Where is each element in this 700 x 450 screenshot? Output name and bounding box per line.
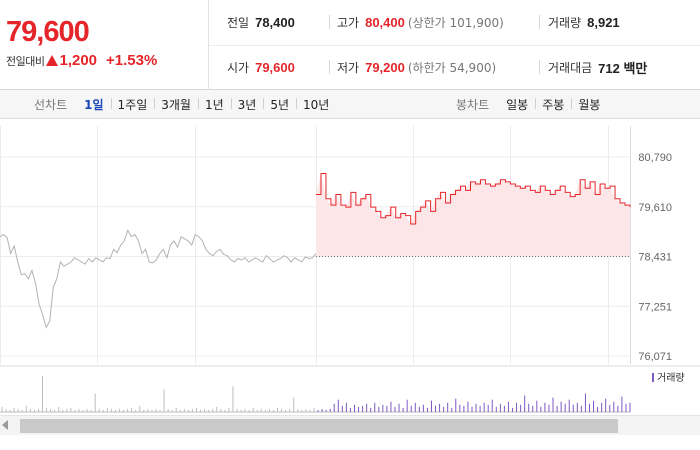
stats-row-divider [209,45,700,46]
divider [329,15,330,29]
candle-chart-label: 봉차트 [456,98,490,112]
stat-label: 시가 [227,60,250,75]
scroll-thumb[interactable] [20,419,618,433]
change-value: 1,200 [59,52,98,69]
period-5y[interactable]: 5년 [263,96,296,113]
stat-value: 8,921 [587,14,620,30]
stats-panel: 전일 78,400 고가 80,400 (상한가 101,900) 거래량 8,… [209,0,700,90]
chart-toolbar: 선차트 1일 1주일 3개월 1년 3년 5년 10년 봉차트 일봉 주봉 월봉 [0,90,700,119]
y-tick-label: 76,071 [638,351,672,363]
price-box: 79,600 전일대비 1,200 +1.53% [0,0,209,90]
stat-open: 시가 79,600 [227,57,295,77]
y-tick-label: 79,610 [638,202,672,214]
stat-high: 고가 80,400 (상한가 101,900) [337,12,504,32]
stat-amount: 거래대금 712 백만 [548,57,647,77]
period-10y[interactable]: 10년 [296,96,336,113]
stat-label: 거래량 [548,15,582,30]
scroll-left-icon[interactable] [2,420,8,430]
y-tick-label: 78,431 [638,252,672,264]
divider [539,60,540,74]
stat-label: 고가 [337,15,360,30]
stat-value: 712 백만 [598,60,648,76]
stat-value: 79,600 [255,59,295,75]
period-3m[interactable]: 3개월 [154,96,198,113]
stat-sub: (상한가 101,900) [407,15,504,30]
change-row: 전일대비 1,200 +1.53% [6,52,157,69]
up-arrow-icon [46,55,59,66]
stat-prev-close: 전일 78,400 [227,12,295,32]
line-chart-periods: 선차트 1일 1주일 3개월 1년 3년 5년 10년 [34,90,336,119]
stat-label: 전일 [227,15,250,30]
divider [539,15,540,29]
stat-volume: 거래량 8,921 [548,12,620,32]
candle-chart-periods: 봉차트 일봉 주봉 월봉 [456,90,607,119]
divider [329,60,330,74]
stat-value: 80,400 [365,14,405,30]
volume-legend-label: 거래량 [657,372,685,384]
period-1y[interactable]: 1년 [197,96,231,113]
period-1w[interactable]: 1주일 [110,96,155,113]
chart-scrollbar[interactable] [0,415,700,435]
series-line-today [316,172,631,225]
change-percent: +1.53% [106,52,158,69]
stat-low: 저가 79,200 (하한가 54,900) [337,57,496,77]
chart-area: 80,790 79,610 78,431 77,251 76,071 거래량 [0,120,700,450]
line-chart-label: 선차트 [34,98,68,112]
volume-legend-swatch [652,373,654,382]
stat-sub: (하한가 54,900) [407,60,497,75]
change-label: 전일대비 [6,54,45,68]
period-daily-candle[interactable]: 일봉 [506,98,529,112]
y-tick-label: 80,790 [638,152,672,164]
stat-label: 저가 [337,60,360,75]
series-area-today [316,173,630,257]
period-weekly-candle[interactable]: 주봉 [535,96,571,113]
period-3y[interactable]: 3년 [230,96,264,113]
period-1d[interactable]: 1일 [84,98,104,112]
stat-label: 거래대금 [548,60,593,75]
stat-value: 78,400 [255,14,295,30]
stat-value: 79,200 [365,59,405,75]
y-tick-label: 77,251 [638,301,672,313]
quote-header: 79,600 전일대비 1,200 +1.53% 전일 78,400 고가 80… [0,0,700,90]
current-price: 79,600 [6,16,90,48]
price-chart: 80,790 79,610 78,431 77,251 76,071 거래량 [0,126,700,413]
series-line-prev-day [0,229,317,329]
period-monthly-candle[interactable]: 월봉 [571,96,607,113]
